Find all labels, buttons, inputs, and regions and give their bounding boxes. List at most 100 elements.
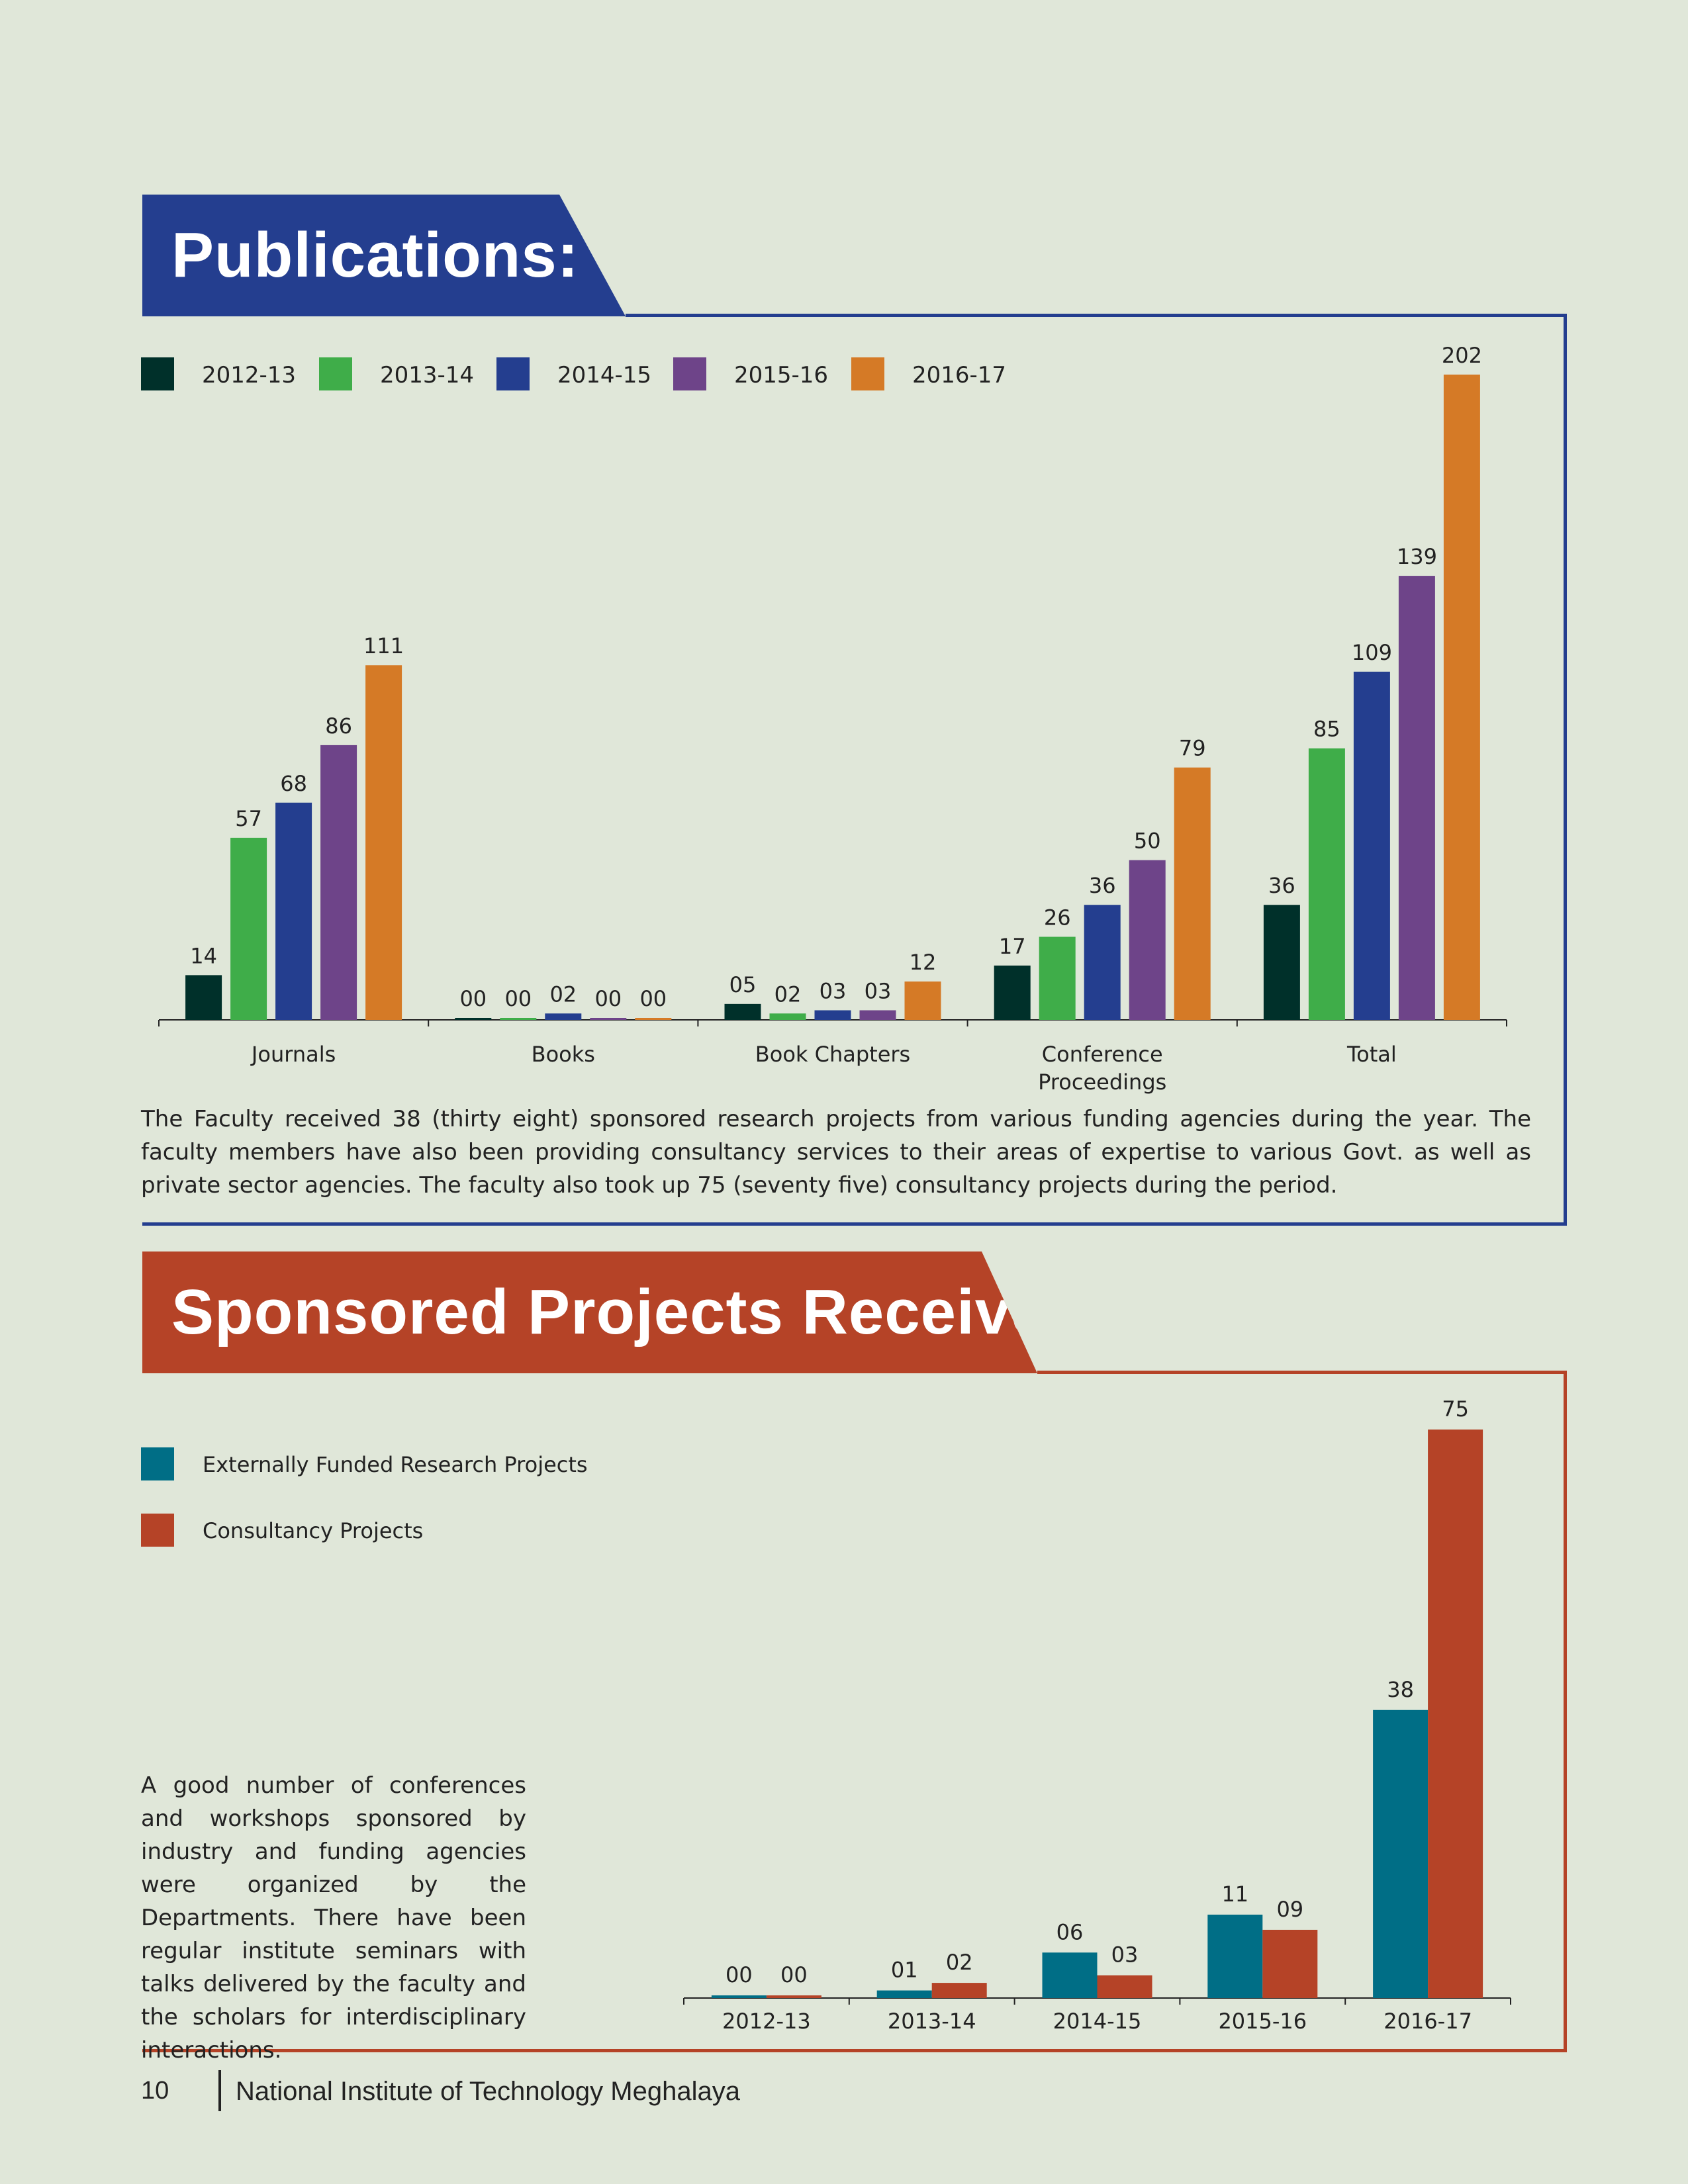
data-label-journals-2015-16: 86: [325, 713, 352, 739]
bar-conference-proceedings-2015-16: [1129, 860, 1166, 1020]
bar-conference-proceedings-2016-17: [1174, 767, 1211, 1020]
legend-swatch-consultancy-projects: [141, 1514, 174, 1547]
data-label-book-chapters-2014-15: 03: [820, 979, 847, 1004]
data-label-conference-proceedings-2014-15: 36: [1089, 873, 1116, 898]
legend-label-2014-15: 2014-15: [557, 362, 651, 388]
footer-separator: [218, 2070, 221, 2111]
data-label-journals-2016-17: 111: [363, 633, 404, 659]
data-label-conference-proceedings-2016-17: 79: [1179, 736, 1206, 761]
publications-paragraph: The Faculty received 38 (thirty eight) s…: [141, 1106, 1531, 1199]
data-label-books-2015-16: 00: [594, 986, 622, 1011]
data-label-conference-proceedings-2015-16: 50: [1134, 829, 1161, 854]
legend-swatch-2013-14: [319, 357, 352, 390]
bar-journals-2012-13: [185, 975, 222, 1020]
legend-label-consultancy-projects: Consultancy Projects: [203, 1518, 423, 1543]
data-label-2016-17-externally-funded-research-projects: 38: [1387, 1677, 1414, 1702]
bar-2016-17-externally-funded-research-projects: [1373, 1709, 1429, 1998]
bar-total-2016-17: [1443, 375, 1480, 1020]
data-label-journals-2013-14: 57: [235, 806, 262, 831]
legend-label-externally-funded-research-projects: Externally Funded Research Projects: [203, 1452, 588, 1477]
bar-2015-16-externally-funded-research-projects: [1207, 1915, 1263, 1998]
data-label-books-2014-15: 02: [549, 981, 577, 1007]
data-label-2015-16-consultancy-projects: 09: [1276, 1897, 1303, 1922]
data-label-book-chapters-2015-16: 03: [865, 979, 892, 1004]
data-label-conference-proceedings-2013-14: 26: [1044, 905, 1071, 931]
data-label-conference-proceedings-2012-13: 17: [999, 934, 1026, 959]
category-label-book-chapters: Book Chapters: [755, 1042, 910, 1067]
legend-swatch-2015-16: [673, 357, 706, 390]
data-label-2015-16-externally-funded-research-projects: 11: [1221, 1882, 1248, 1907]
legend-swatch-2016-17: [851, 357, 884, 390]
data-label-2016-17-consultancy-projects: 75: [1442, 1396, 1469, 1422]
data-label-book-chapters-2013-14: 02: [774, 981, 802, 1007]
data-label-2014-15-externally-funded-research-projects: 06: [1056, 1919, 1084, 1944]
bar-total-2014-15: [1353, 671, 1390, 1020]
bar-conference-proceedings-2013-14: [1039, 936, 1076, 1020]
bar-2014-15-consultancy-projects: [1097, 1975, 1152, 1998]
sponsored-heading: Sponsored Projects Received:: [142, 1251, 1037, 1373]
bar-total-2012-13: [1263, 905, 1300, 1020]
data-label-books-2012-13: 00: [459, 986, 487, 1011]
bar-book-chapters-2012-13: [724, 1003, 761, 1020]
data-label-books-2016-17: 00: [639, 986, 667, 1011]
category-label-conference-proceedings-line1: Conference: [1042, 1042, 1163, 1067]
legend-swatch-2012-13: [141, 357, 174, 390]
data-label-book-chapters-2012-13: 05: [729, 972, 757, 997]
bar-books-2012-13: [455, 1018, 492, 1020]
data-label-journals-2012-13: 14: [190, 943, 217, 968]
category-label-2015-16: 2015-16: [1218, 2009, 1307, 2034]
data-label-total-2014-15: 109: [1352, 640, 1392, 665]
publications-frame-top: [626, 314, 1567, 317]
category-label-2016-17: 2016-17: [1383, 2009, 1472, 2034]
data-label-total-2013-14: 85: [1313, 717, 1340, 742]
bar-book-chapters-2014-15: [814, 1010, 851, 1020]
legend-label-2015-16: 2015-16: [734, 362, 828, 388]
bar-conference-proceedings-2014-15: [1084, 905, 1121, 1020]
legend-label-2012-13: 2012-13: [202, 362, 296, 388]
sponsored-frame: [142, 1371, 1567, 2052]
bar-2014-15-externally-funded-research-projects: [1042, 1952, 1098, 1998]
bar-total-2015-16: [1398, 576, 1435, 1020]
category-label-total: Total: [1346, 1042, 1397, 1067]
data-label-journals-2014-15: 68: [280, 771, 307, 796]
data-label-2013-14-externally-funded-research-projects: 01: [891, 1958, 918, 1983]
data-label-2013-14-consultancy-projects: 02: [946, 1950, 973, 1975]
publications-heading: Publications:: [142, 195, 626, 316]
bar-books-2013-14: [500, 1018, 537, 1020]
legend-label-2013-14: 2013-14: [380, 362, 474, 388]
page-number: 10: [141, 2077, 169, 2105]
data-label-total-2015-16: 139: [1397, 544, 1437, 569]
bar-2013-14-externally-funded-research-projects: [876, 1990, 932, 1998]
institute-name: National Institute of Technology Meghala…: [236, 2077, 740, 2106]
legend-label-2016-17: 2016-17: [912, 362, 1006, 388]
bar-books-2015-16: [590, 1018, 627, 1020]
data-label-total-2016-17: 202: [1442, 343, 1482, 368]
sponsored-frame-top: [1037, 1371, 1567, 1374]
category-label-books: Books: [532, 1042, 595, 1067]
bar-2012-13-consultancy-projects: [766, 1995, 821, 1998]
bar-2012-13-externally-funded-research-projects: [711, 1995, 767, 1998]
bar-book-chapters-2015-16: [859, 1010, 896, 1020]
category-label-journals: Journals: [250, 1042, 336, 1067]
bar-books-2014-15: [545, 1013, 582, 1020]
publications-frame: [142, 314, 1567, 1226]
data-label-2014-15-consultancy-projects: 03: [1111, 1942, 1139, 1968]
bar-journals-2016-17: [365, 665, 402, 1020]
bar-total-2013-14: [1308, 748, 1345, 1020]
bar-2013-14-consultancy-projects: [931, 1983, 987, 1998]
data-label-2012-13-externally-funded-research-projects: 00: [726, 1962, 753, 1987]
category-label-2012-13: 2012-13: [722, 2009, 811, 2034]
bar-2016-17-consultancy-projects: [1428, 1430, 1483, 1998]
bar-conference-proceedings-2012-13: [994, 965, 1031, 1020]
bar-journals-2015-16: [320, 745, 357, 1020]
bar-book-chapters-2016-17: [904, 981, 941, 1020]
bar-books-2016-17: [635, 1018, 672, 1020]
sponsored-paragraph: A good number of conferences and worksho…: [141, 1772, 526, 2064]
category-label-conference-proceedings-line2: Proceedings: [1038, 1069, 1166, 1095]
data-label-total-2012-13: 36: [1268, 873, 1295, 898]
bar-journals-2013-14: [230, 837, 267, 1020]
legend-swatch-externally-funded-research-projects: [141, 1447, 174, 1480]
bar-book-chapters-2013-14: [769, 1013, 806, 1020]
category-label-2014-15: 2014-15: [1053, 2009, 1142, 2034]
